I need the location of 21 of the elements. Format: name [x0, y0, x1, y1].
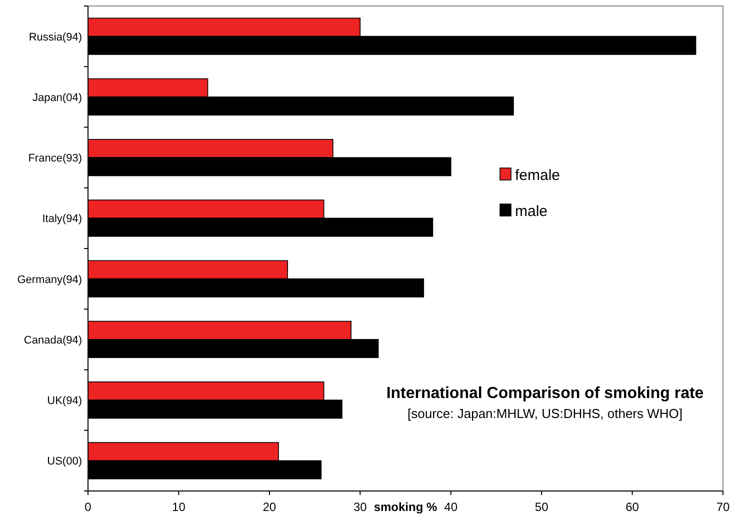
y-tick-label: UK(94)	[47, 395, 82, 408]
x-tick-label: 0	[84, 500, 92, 514]
x-tick-label: 10	[172, 500, 186, 514]
x-tick-label: 40	[444, 500, 458, 514]
x-tick-label: 50	[534, 500, 549, 514]
y-tick-label: Japan(04)	[32, 92, 82, 104]
y-tick-label: US(00)	[47, 456, 82, 468]
y-tick-label: Germany(94)	[17, 274, 82, 286]
text: International Comparison of smoking rate	[386, 385, 704, 402]
y-tick-label: Italy(94)	[42, 213, 82, 226]
text: [source: Japan:MHLW, US:DHHS, others WHO]	[408, 406, 682, 421]
y-tick-label: Russia(94)	[28, 31, 82, 44]
y-tick-label: France(93)	[28, 152, 82, 165]
x-tick-label: 20	[262, 500, 276, 514]
legend-label: female	[515, 167, 560, 184]
x-tick-label: 70	[716, 500, 730, 514]
x-tick-label: 60	[626, 500, 640, 514]
x-axis-title: smoking %	[374, 500, 438, 514]
legend-label: male	[515, 203, 548, 220]
y-tick-label: Canada(94)	[24, 334, 82, 346]
x-tick-label: 30	[353, 500, 368, 514]
